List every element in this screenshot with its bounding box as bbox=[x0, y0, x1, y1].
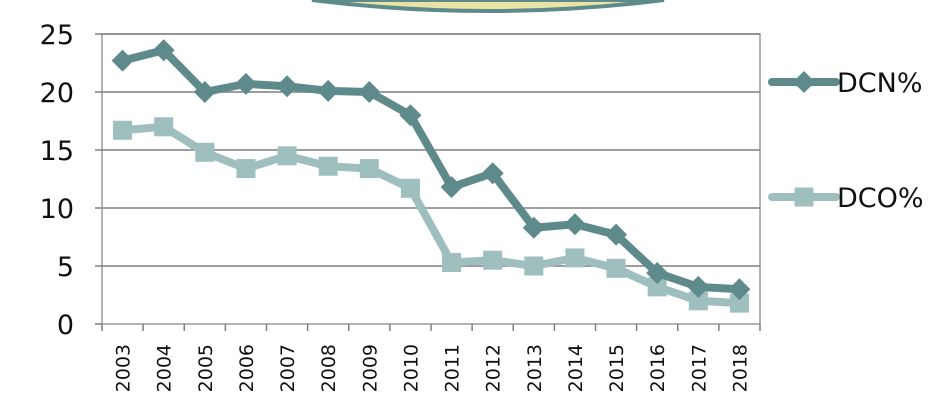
x-tick-label: 2011 bbox=[442, 344, 464, 392]
data-point-dcn bbox=[152, 39, 175, 62]
x-tick-label: 2009 bbox=[359, 344, 381, 392]
series-line-dco bbox=[118, 122, 744, 308]
x-tick-label: 2010 bbox=[400, 344, 422, 392]
data-point-dco bbox=[606, 258, 626, 278]
data-point-dcn bbox=[605, 223, 628, 246]
data-point-dco bbox=[524, 256, 544, 276]
data-point-dcn bbox=[440, 176, 463, 199]
legend: DCN% DCO% bbox=[768, 68, 924, 214]
legend-marker-dcn bbox=[793, 71, 815, 93]
x-tick-label: 2012 bbox=[483, 344, 505, 392]
x-tick-label: 2018 bbox=[729, 344, 751, 392]
data-point-dcn bbox=[193, 81, 216, 103]
data-point-dco bbox=[154, 117, 174, 137]
data-point-dco bbox=[688, 291, 708, 311]
data-point-dco bbox=[113, 120, 133, 140]
x-tick-label: 2005 bbox=[195, 344, 217, 392]
data-point-dco bbox=[318, 156, 338, 176]
x-tick-label: 2007 bbox=[277, 344, 299, 392]
data-point-dcn bbox=[687, 275, 710, 298]
data-point-dcn bbox=[358, 81, 381, 103]
legend-label: DCN% bbox=[837, 68, 923, 99]
data-point-dcn bbox=[399, 104, 422, 127]
data-point-dco bbox=[400, 178, 420, 198]
series-dco bbox=[113, 117, 749, 313]
data-point-dco bbox=[442, 253, 462, 273]
data-point-dcn bbox=[522, 216, 545, 239]
data-point-dco bbox=[277, 146, 297, 166]
y-tick-label: 20 bbox=[40, 78, 74, 109]
data-point-dco bbox=[729, 293, 749, 313]
y-tick-label: 10 bbox=[40, 194, 74, 225]
x-tick-label: 2017 bbox=[688, 344, 710, 392]
data-point-dcn bbox=[276, 75, 299, 98]
x-tick-label: 2003 bbox=[113, 344, 135, 392]
series-line-dcn bbox=[118, 46, 744, 294]
y-tick-label: 25 bbox=[40, 20, 74, 51]
data-point-dcn bbox=[234, 72, 257, 95]
axes: 0 5 10 15 20 25 2003 2004 2005 2006 2007 2008 2009 20… bbox=[40, 20, 761, 392]
x-tick-label: 2006 bbox=[236, 344, 258, 392]
data-point-dcn bbox=[728, 278, 751, 301]
data-point-dco bbox=[483, 250, 503, 270]
data-point-dcn bbox=[317, 79, 340, 102]
x-tick-label: 2015 bbox=[606, 344, 628, 392]
data-point-dcn bbox=[563, 213, 586, 236]
data-point-dco bbox=[236, 159, 256, 179]
data-point-dcn bbox=[481, 162, 504, 185]
y-tick-label: 15 bbox=[40, 136, 74, 167]
legend-item-dcn: DCN% bbox=[768, 68, 923, 99]
data-point-dcn bbox=[646, 261, 669, 284]
data-point-dco bbox=[647, 277, 667, 297]
legend-item-dco: DCO% bbox=[768, 183, 924, 214]
series-layer bbox=[111, 39, 751, 313]
x-tick-label: 2008 bbox=[318, 344, 340, 392]
y-tick-label: 5 bbox=[57, 252, 74, 283]
x-tick-label: 2014 bbox=[565, 344, 587, 392]
data-point-dco bbox=[359, 159, 379, 179]
x-tick-label: 2004 bbox=[154, 344, 176, 392]
x-tick-label: 2013 bbox=[524, 344, 546, 392]
data-point-dcn bbox=[111, 49, 134, 72]
data-point-dco bbox=[565, 248, 585, 268]
data-point-dco bbox=[195, 142, 215, 162]
x-tick-label: 2016 bbox=[647, 344, 669, 392]
legend-marker-dco bbox=[794, 187, 814, 207]
series-dcn bbox=[111, 39, 751, 301]
legend-label: DCO% bbox=[837, 183, 924, 214]
y-tick-label: 0 bbox=[57, 310, 74, 341]
decorative-banner-arc bbox=[311, 0, 665, 13]
